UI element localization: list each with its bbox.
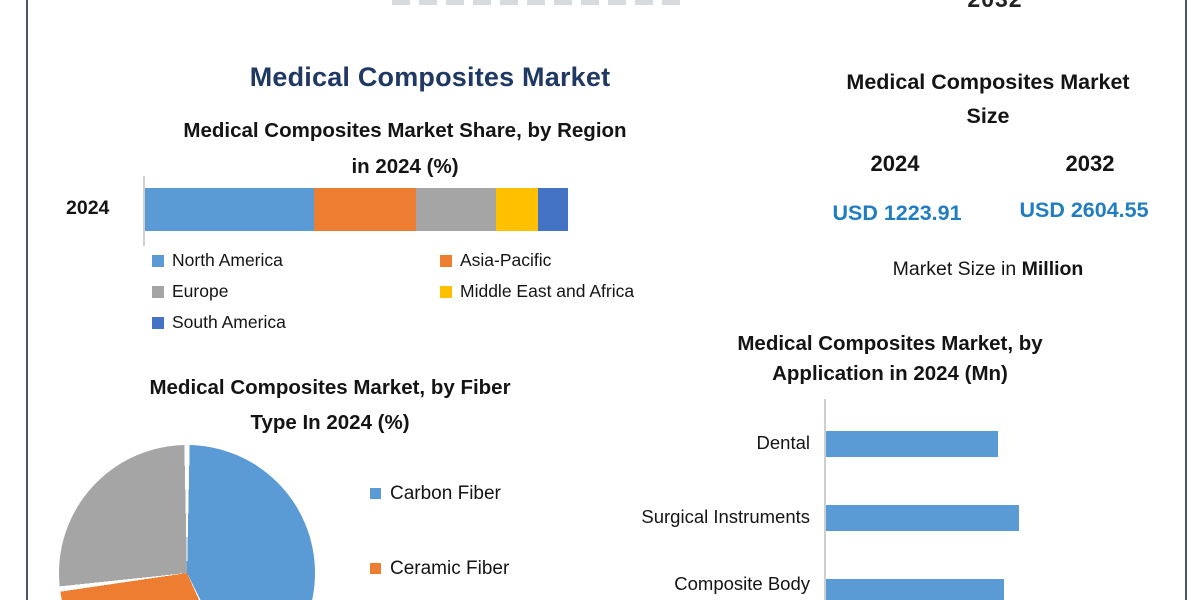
legend-swatch-middle-east-africa [440, 286, 452, 298]
bar-composite-body [826, 579, 1004, 600]
segment-middle-east-africa [496, 188, 539, 231]
legend-swatch-ceramic-fiber [370, 563, 381, 574]
region-chart-title: Medical Composites Market Share, by Regi… [60, 113, 750, 185]
legend-item-ceramic-fiber: Ceramic Fiber [370, 558, 509, 580]
cropped-year-label: 2032 [960, 0, 1030, 9]
legend-label: Asia-Pacific [460, 250, 552, 270]
legend-item-south-america: South America [152, 312, 286, 333]
bar-surgical-instruments [826, 505, 1019, 531]
application-chart-axis-line [824, 399, 826, 600]
segment-europe [415, 188, 497, 231]
region-chart-category-label: 2024 [66, 197, 110, 219]
legend-swatch-europe [152, 286, 164, 298]
legend-item-asia-pacific: Asia-Pacific [440, 250, 551, 271]
market-size-caption: Market Size in Million [830, 258, 1146, 281]
legend-label: Carbon Fiber [390, 483, 501, 504]
market-size-title: Medical Composites Market Size [830, 65, 1146, 133]
legend-swatch-carbon-fiber [370, 488, 381, 499]
legend-item-europe: Europe [152, 281, 228, 302]
year-2032-label: 2032 [1065, 151, 1115, 176]
legend-swatch-asia-pacific [440, 255, 452, 267]
year-2024-label: 2024 [870, 151, 920, 176]
legend-swatch-north-america [152, 255, 164, 267]
cropped-year-text: 2032 [960, 0, 1030, 9]
page-title: Medical Composites Market [249, 62, 611, 92]
legend-item-carbon-fiber: Carbon Fiber [370, 483, 501, 505]
market-size-title-line2: Size [966, 104, 1010, 128]
market-value-2032: USD 2604.55 [1019, 198, 1149, 222]
legend-label: Ceramic Fiber [390, 558, 510, 579]
application-chart-title-line1: Medical Composites Market, by [737, 332, 1043, 355]
fiber-chart-title-line2: Type In 2024 (%) [250, 411, 410, 434]
market-size-caption-bold: Million [1021, 258, 1084, 280]
application-chart-title: Medical Composites Market, by Applicatio… [705, 329, 1075, 389]
legend-label: Middle East and Africa [460, 281, 635, 301]
segment-north-america [145, 188, 315, 231]
market-size-title-line1: Medical Composites Market [846, 70, 1130, 94]
left-border-line [26, 0, 28, 600]
segment-south-america [538, 188, 568, 231]
cropped-text-remnant [392, 0, 684, 5]
application-label-dental: Dental [756, 432, 810, 453]
legend-label: North America [172, 250, 283, 270]
region-chart-axis-line [143, 176, 145, 246]
legend-label: Europe [172, 281, 229, 301]
fiber-chart-title-line1: Medical Composites Market, by Fiber [149, 376, 511, 399]
bar-dental [826, 431, 998, 457]
application-chart-title-line2: Application in 2024 (Mn) [772, 362, 1008, 385]
application-label-composite-body: Composite Body [674, 573, 810, 594]
fiber-type-pie [59, 445, 315, 600]
market-value-2024: USD 1223.91 [832, 201, 962, 225]
legend-swatch-south-america [152, 317, 164, 329]
region-chart-title-line2: in 2024 (%) [351, 155, 459, 178]
fiber-chart-title: Medical Composites Market, by Fiber Type… [40, 370, 620, 440]
region-chart-title-line1: Medical Composites Market Share, by Regi… [183, 119, 627, 142]
application-label-surgical-instruments: Surgical Instruments [641, 506, 810, 527]
region-stacked-bar [145, 188, 568, 231]
market-size-caption-regular: Market Size in [892, 258, 1022, 280]
legend-item-middle-east-africa: Middle East and Africa [440, 281, 634, 302]
segment-asia-pacific [314, 188, 416, 231]
legend-label: South America [172, 312, 286, 332]
right-border-line [1185, 0, 1187, 600]
legend-item-north-america: North America [152, 250, 283, 271]
